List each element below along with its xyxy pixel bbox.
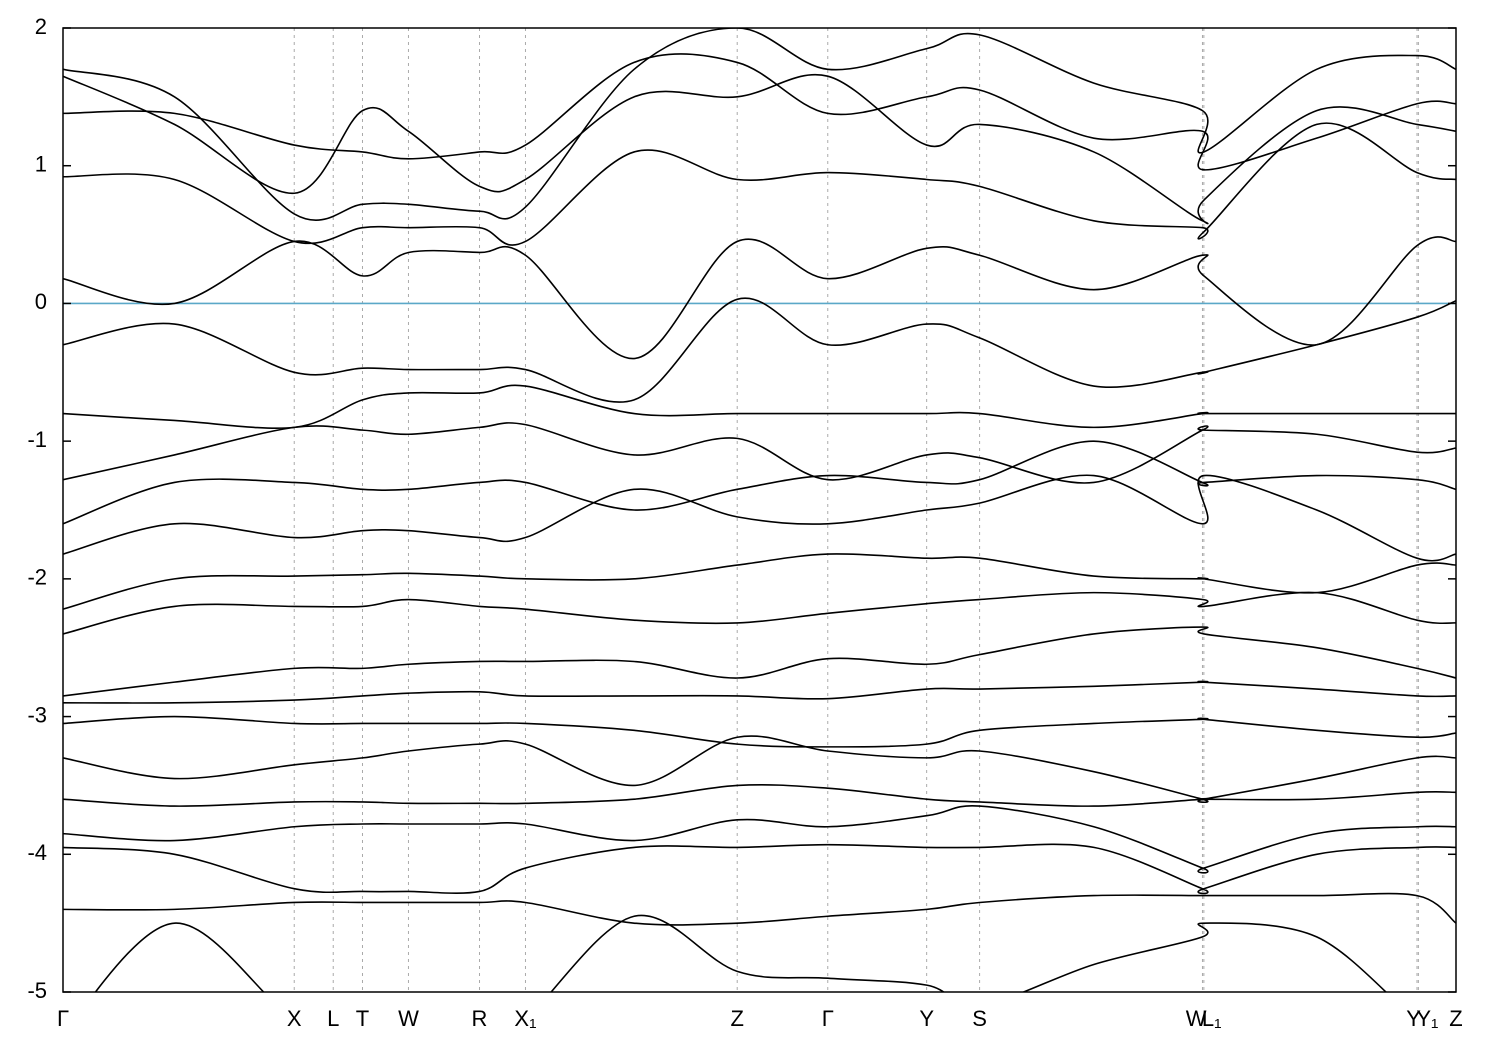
x-tick-label: L [327, 1006, 339, 1031]
band [63, 53, 1456, 171]
y-tick-label: -1 [27, 427, 47, 452]
band [63, 28, 1456, 221]
grid [293, 28, 1419, 992]
x-tick-label: L₁ [1202, 1006, 1222, 1031]
band [63, 626, 1456, 697]
band [63, 783, 1456, 807]
x-tick-label: Y [919, 1006, 934, 1031]
x-tick-label: Y₁ [1416, 1006, 1438, 1031]
band [63, 122, 1456, 246]
band [63, 422, 1456, 484]
band [63, 553, 1456, 610]
y-tick-label: 2 [35, 14, 47, 39]
x-tick-label: Z [1449, 1006, 1462, 1031]
band [63, 474, 1456, 562]
x-tick-label: Γ [57, 1006, 69, 1031]
band [63, 440, 1456, 525]
band [63, 384, 1456, 430]
x-tick-label: X₁ [514, 1006, 536, 1031]
bands [63, 28, 1456, 992]
x-tick-label: R [472, 1006, 488, 1031]
band [63, 715, 1456, 748]
band [63, 236, 1456, 360]
band [63, 843, 1456, 895]
band [63, 805, 1456, 874]
band [94, 914, 1388, 992]
x-tick-label: Γ [822, 1006, 834, 1031]
band [63, 680, 1456, 704]
y-tick-label: 1 [35, 152, 47, 177]
band [63, 735, 1456, 804]
y-tick-label: -4 [27, 840, 47, 865]
band [63, 73, 1456, 225]
band [63, 297, 1456, 403]
y-tick-label: 0 [35, 289, 47, 314]
x-tick-label: T [356, 1006, 369, 1031]
y-tick-label: -3 [27, 702, 47, 727]
x-tick-label: Z [730, 1006, 743, 1031]
plot-frame [62, 27, 1457, 993]
y-tick-label: -2 [27, 565, 47, 590]
x-tick-label: X [287, 1006, 302, 1031]
x-tick-label: W [1186, 1006, 1207, 1031]
x-tick-label: Y [1406, 1006, 1421, 1031]
y-tick-label: -5 [27, 978, 47, 1003]
band [63, 591, 1456, 635]
x-tick-label: S [972, 1006, 987, 1031]
x-tick-label: W [398, 1006, 419, 1031]
band [63, 892, 1456, 926]
